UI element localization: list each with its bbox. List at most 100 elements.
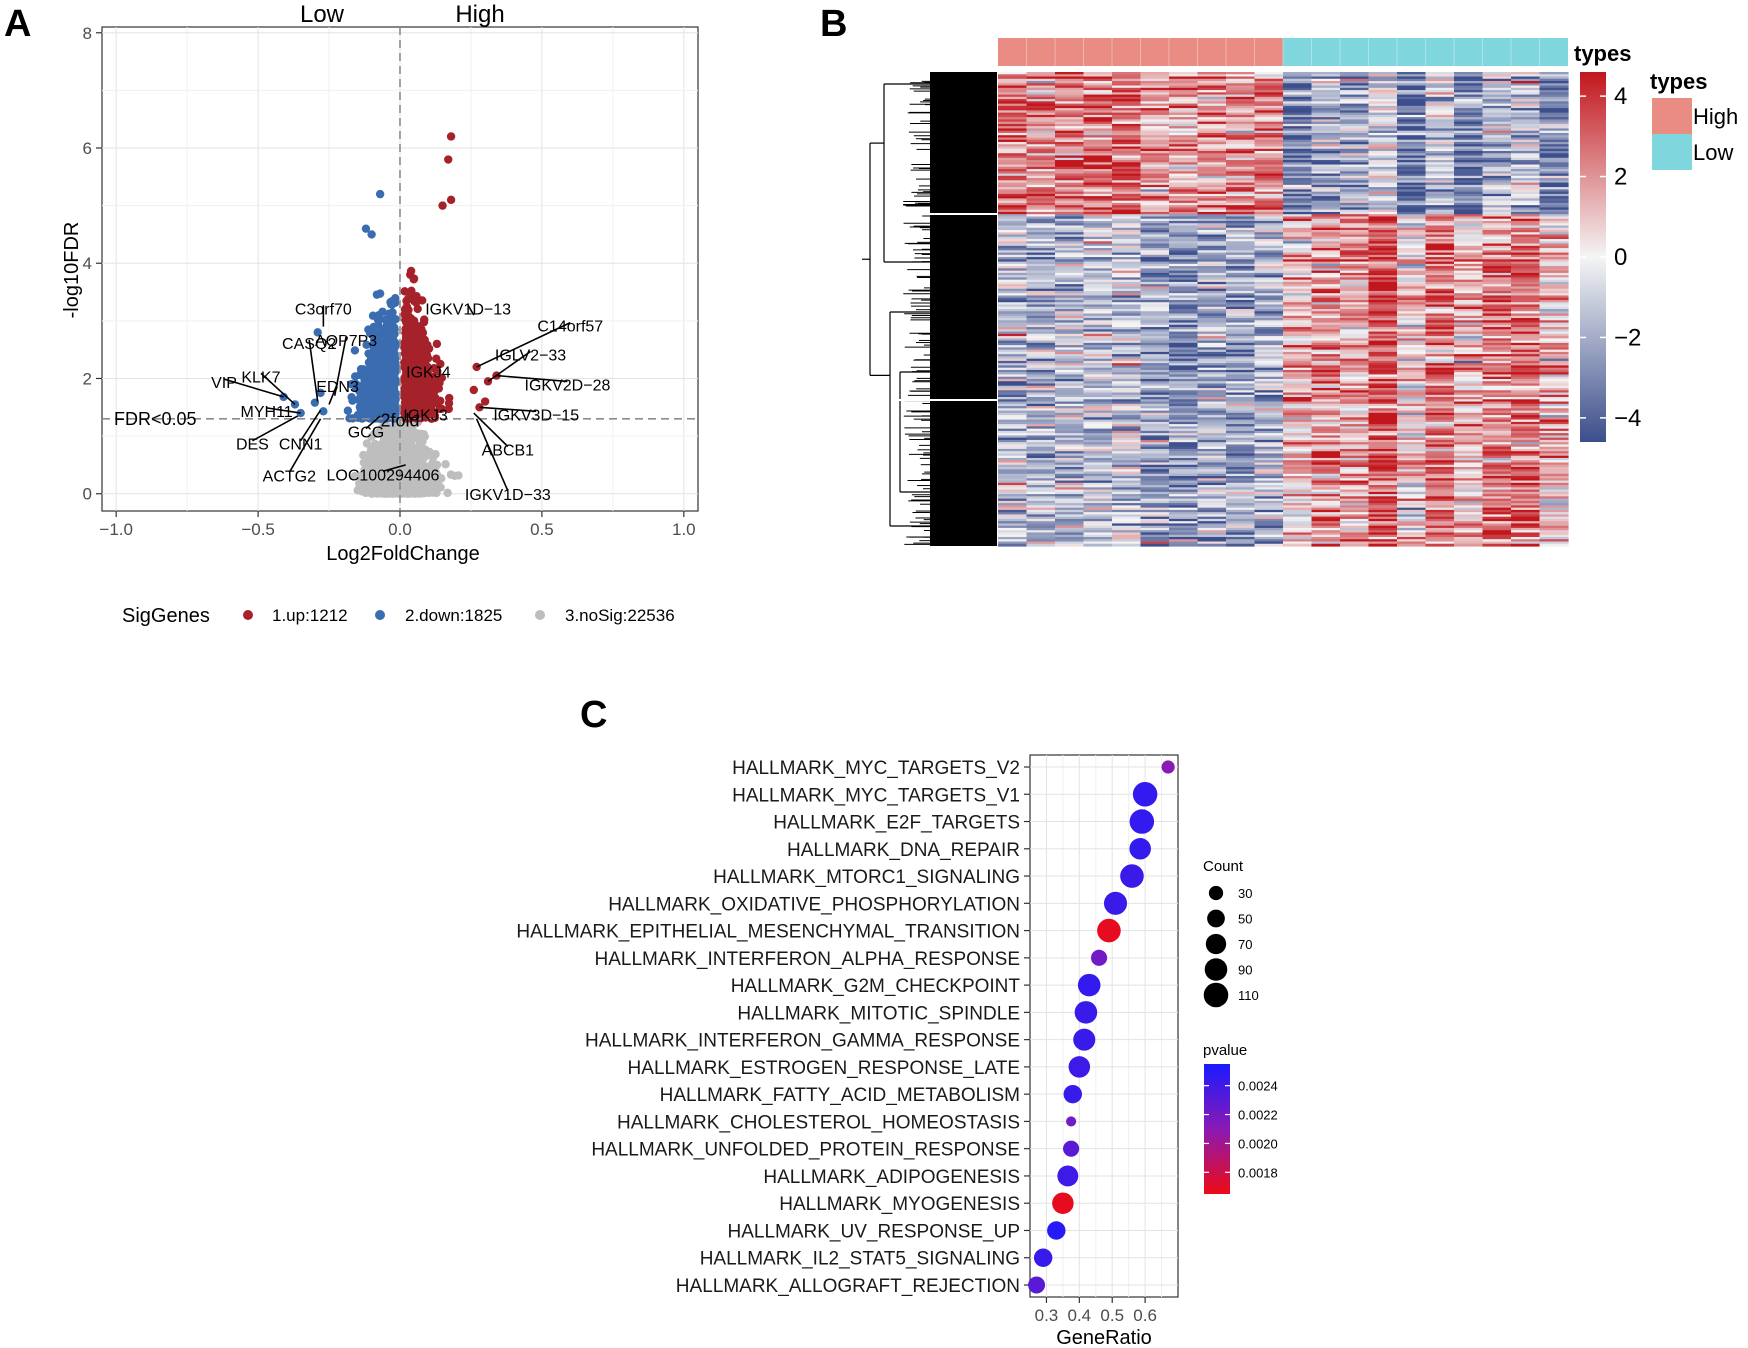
heatmap-cells (998, 72, 1569, 547)
gene-label: C14orf57 (537, 319, 603, 336)
point-up (400, 389, 409, 398)
legend-nosig-label: 3.noSig:22536 (565, 606, 675, 625)
point-nosig (415, 489, 424, 498)
gene-label: ABCB1 (482, 443, 535, 460)
point-down (387, 300, 397, 309)
point-down (388, 320, 397, 330)
point-nosig (446, 470, 456, 479)
gene-label: IGKV1D−13 (425, 301, 511, 318)
volcano-y-tick-label: 6 (83, 139, 92, 158)
point-down (374, 380, 383, 389)
volcano-legend: SigGenes 1.up:1212 2.down:1825 3.noSig:2… (122, 605, 675, 627)
panel-label-b: B (820, 3, 847, 45)
point-up (413, 304, 422, 314)
dendrogram-leaves (930, 72, 997, 546)
point-nosig (384, 447, 394, 457)
point-nosig (392, 442, 402, 452)
point-nosig (350, 471, 359, 481)
volcano-x-tick-label: −0.5 (241, 520, 275, 539)
fdr-threshold-label: FDR<0.05 (114, 409, 197, 429)
point-down (364, 349, 373, 358)
point-down (343, 406, 353, 415)
point-down (368, 311, 378, 320)
point-nosig (378, 454, 388, 463)
point-nosig (454, 471, 463, 480)
point-nosig (372, 489, 382, 498)
gene-label: IGKV3D−15 (493, 407, 579, 424)
gene-label: IGKJ4 (406, 365, 451, 382)
point-down (382, 368, 392, 377)
point-up (432, 339, 442, 349)
volcano-y-tick-label: 4 (83, 254, 92, 273)
gene-label: KLK7 (241, 369, 280, 386)
point-up (411, 385, 420, 395)
point-nosig (405, 442, 414, 451)
gene-label: EDN3 (316, 379, 359, 396)
gene-label: IGKV1D−33 (465, 487, 551, 504)
point-down (375, 189, 385, 199)
point-nosig (401, 428, 410, 438)
point-nosig (443, 488, 452, 498)
volcano-x-tick-label: 1.0 (672, 520, 696, 539)
point-down (369, 402, 378, 411)
point-nosig (412, 447, 421, 456)
point-up (432, 354, 441, 363)
point-up (421, 388, 430, 398)
point-up (444, 155, 453, 164)
point-nosig (408, 425, 417, 435)
volcano-y-axis-label: -log10FDR (61, 222, 83, 319)
volcano-y-tick-label: 2 (83, 369, 92, 388)
point-up (412, 291, 421, 301)
gene-label: DES (236, 437, 269, 454)
legend-nosig-swatch (535, 610, 545, 620)
point-nosig (367, 444, 376, 454)
volcano-y-tick-label: 8 (83, 24, 92, 43)
point-nosig (355, 483, 364, 493)
gene-label: CNN1 (279, 437, 323, 454)
row-dendrogram (862, 72, 997, 546)
point-up (406, 266, 416, 276)
point-down (386, 341, 396, 350)
point-nosig (441, 460, 450, 469)
point-nosig (406, 468, 415, 477)
point-nosig (383, 487, 392, 497)
point-down (364, 358, 374, 367)
point-nosig (408, 484, 417, 493)
gene-label: MYH11 (241, 404, 293, 421)
point-up (407, 333, 416, 342)
point-nosig (404, 461, 414, 471)
point-down (372, 290, 382, 299)
point-down (381, 382, 390, 391)
legend-down-swatch (375, 610, 385, 620)
point-down (387, 348, 397, 357)
point-down (389, 363, 398, 373)
point-nosig (431, 450, 440, 459)
point-up (438, 201, 447, 210)
heatmap-panel: types 420−2−4 types High Low (862, 38, 1738, 547)
point-nosig (416, 429, 425, 439)
point-nosig (417, 466, 427, 476)
gene-label: VIP (211, 375, 237, 392)
legend-down-label: 2.down:1825 (405, 606, 502, 625)
point-up (409, 316, 419, 326)
gene-label: IGLV2−33 (495, 347, 566, 364)
volcano-y-tick-label: 0 (83, 485, 92, 504)
annotation-title: types (1574, 41, 1631, 66)
legend-title: SigGenes (122, 605, 210, 627)
point-down (356, 404, 365, 414)
point-up (469, 385, 478, 395)
legend-up-swatch (243, 610, 253, 620)
legend-up-label: 1.up:1212 (272, 606, 348, 625)
point-nosig (367, 432, 376, 442)
point-nosig (411, 453, 420, 463)
point-down (360, 376, 369, 385)
point-up (409, 275, 418, 284)
point-up (445, 393, 454, 403)
point-up (446, 132, 456, 141)
point-up (472, 362, 481, 372)
point-down (372, 390, 382, 400)
point-up (403, 341, 413, 350)
point-up (436, 396, 445, 406)
point-down (354, 395, 363, 404)
